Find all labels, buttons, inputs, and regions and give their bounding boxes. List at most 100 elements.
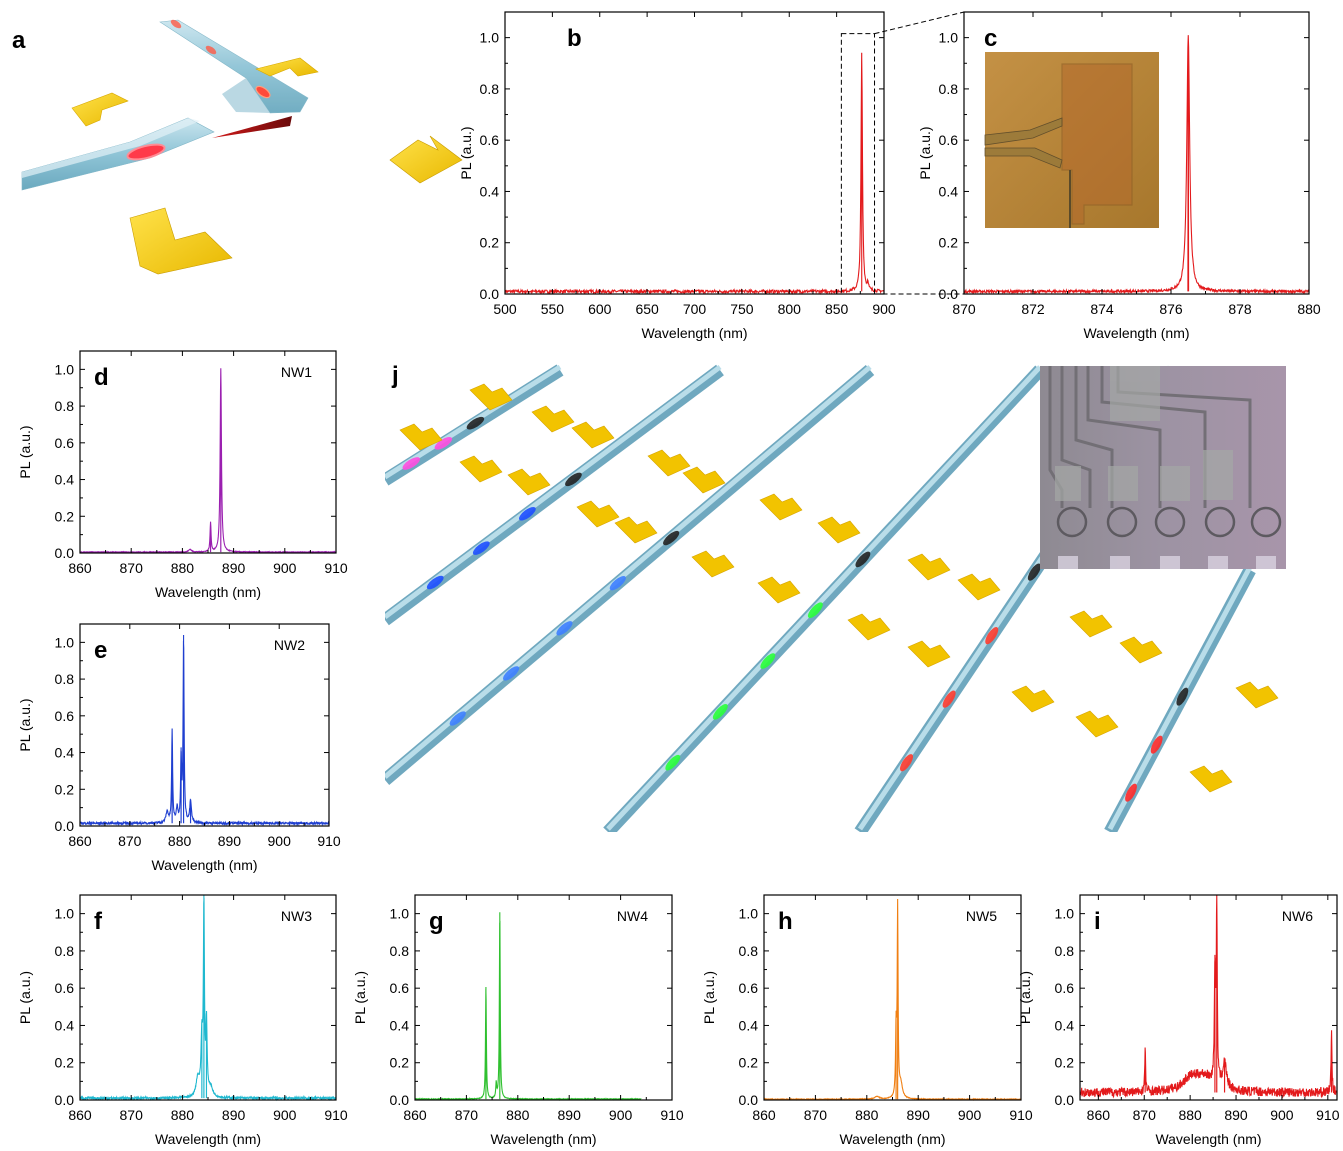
x-tick-label: 550 bbox=[541, 301, 565, 317]
y-tick-label: 0.2 bbox=[739, 1055, 759, 1071]
x-tick-label: 876 bbox=[1159, 301, 1183, 317]
gold-electrode bbox=[1119, 636, 1163, 664]
panel-label-f: f bbox=[94, 908, 103, 935]
spectrum-line-g bbox=[414, 912, 642, 1101]
x-tick-label: 910 bbox=[324, 1107, 348, 1123]
gold-electrode bbox=[907, 640, 951, 668]
y-tick-label: 0.4 bbox=[390, 1017, 410, 1033]
y-tick-label: 0.6 bbox=[55, 980, 75, 996]
waveguide-taper bbox=[21, 117, 215, 191]
gold-electrode bbox=[757, 576, 801, 604]
nanowire-label-h: NW5 bbox=[966, 908, 997, 924]
panel-label-j: j bbox=[391, 362, 399, 389]
y-tick-label: 0.4 bbox=[480, 183, 500, 199]
x-tick-label: 860 bbox=[68, 1107, 92, 1123]
x-tick-label: 860 bbox=[752, 1107, 776, 1123]
x-tick-label: 890 bbox=[222, 560, 246, 576]
spectrum-line-e bbox=[79, 634, 330, 827]
gold-electrode bbox=[817, 516, 861, 544]
x-tick-label: 870 bbox=[120, 1107, 144, 1123]
y-tick-label: 1.0 bbox=[480, 30, 500, 46]
plot-frame bbox=[504, 11, 885, 295]
nanowire-emitter bbox=[855, 551, 871, 568]
y-tick-label: 0.6 bbox=[390, 980, 410, 996]
x-axis-label: Wavelength (nm) bbox=[1155, 1131, 1261, 1147]
x-tick-label: 878 bbox=[1228, 301, 1252, 317]
x-tick-label: 900 bbox=[872, 301, 896, 317]
nanowire-emitter bbox=[126, 143, 166, 161]
y-axis-label: PL (a.u.) bbox=[17, 425, 33, 478]
x-tick-label: 880 bbox=[1297, 301, 1321, 317]
nanowire-emitter bbox=[1150, 735, 1163, 754]
nanowire-emitter bbox=[807, 602, 823, 619]
y-tick-label: 0.6 bbox=[480, 132, 500, 148]
x-tick-label: 910 bbox=[324, 560, 348, 576]
y-tick-label: 0.8 bbox=[480, 81, 500, 97]
nanowire-label-i: NW6 bbox=[1282, 908, 1313, 924]
x-tick-label: 850 bbox=[825, 301, 849, 317]
panel-label-h: h bbox=[778, 908, 793, 935]
y-tick-label: 0.2 bbox=[55, 781, 75, 797]
x-tick-label: 870 bbox=[120, 560, 144, 576]
nanowire-emitter bbox=[205, 45, 217, 55]
y-tick-label: 0.4 bbox=[939, 183, 959, 199]
y-tick-label: 1.0 bbox=[55, 906, 75, 922]
plot-frame bbox=[763, 894, 1022, 1101]
gold-electrode bbox=[614, 516, 658, 544]
x-tick-label: 500 bbox=[493, 301, 517, 317]
nanowire-emitter bbox=[255, 85, 271, 99]
y-tick-label: 1.0 bbox=[939, 30, 959, 46]
gold-electrode bbox=[847, 613, 891, 641]
x-tick-label: 860 bbox=[1087, 1107, 1111, 1123]
plot-frame bbox=[79, 350, 337, 554]
nanowire-emitter bbox=[472, 541, 490, 555]
panel-label-a: a bbox=[12, 27, 26, 54]
x-tick-label: 890 bbox=[907, 1107, 931, 1123]
x-tick-label: 890 bbox=[1224, 1107, 1248, 1123]
spectrum-line-b bbox=[504, 52, 885, 296]
gold-electrode bbox=[1075, 710, 1119, 738]
nanowire-label-f: NW3 bbox=[281, 908, 312, 924]
zoom-box bbox=[840, 33, 876, 295]
x-tick-label: 750 bbox=[730, 301, 754, 317]
x-tick-label: 650 bbox=[635, 301, 659, 317]
gold-electrode bbox=[1235, 681, 1279, 709]
y-tick-label: 0.2 bbox=[1055, 1055, 1075, 1071]
x-axis-label: Wavelength (nm) bbox=[641, 325, 747, 341]
waveguide-highlight bbox=[606, 365, 1042, 831]
y-tick-label: 0.6 bbox=[739, 980, 759, 996]
nanowire-emitter bbox=[170, 19, 182, 29]
gold-electrode bbox=[907, 553, 951, 581]
x-tick-label: 900 bbox=[273, 560, 297, 576]
y-tick-label: 0.6 bbox=[55, 708, 75, 724]
y-tick-label: 0.0 bbox=[739, 1092, 759, 1108]
y-tick-label: 0.6 bbox=[55, 435, 75, 451]
y-axis-label: PL (a.u.) bbox=[1017, 971, 1033, 1024]
plot-frame bbox=[414, 894, 673, 1101]
y-tick-label: 1.0 bbox=[390, 906, 410, 922]
y-tick-label: 0.0 bbox=[480, 286, 500, 302]
x-tick-label: 874 bbox=[1090, 301, 1114, 317]
x-tick-label: 870 bbox=[952, 301, 976, 317]
y-tick-label: 0.2 bbox=[939, 235, 959, 251]
x-tick-label: 890 bbox=[222, 1107, 246, 1123]
nanowire-emitter bbox=[565, 472, 582, 487]
x-tick-label: 900 bbox=[609, 1107, 633, 1123]
nanowire-emitter bbox=[665, 754, 681, 771]
nanowire-emitter bbox=[663, 530, 680, 546]
nanowire-emitter bbox=[1176, 687, 1189, 706]
chart-panels: 500 550 600 650 700 750 800 850 900 0.0 0.2 0.4 0.6 0… bbox=[17, 11, 1340, 1147]
x-tick-label: 880 bbox=[171, 560, 195, 576]
panel-label-b: b bbox=[567, 25, 582, 52]
x-axis-label: Wavelength (nm) bbox=[490, 1131, 596, 1147]
gold-electrode bbox=[682, 466, 726, 494]
gold-electrode bbox=[71, 92, 129, 127]
gold-electrode bbox=[759, 493, 803, 521]
nanowire-emitter bbox=[900, 754, 913, 772]
x-tick-label: 800 bbox=[778, 301, 802, 317]
panel-a-schematic: a bbox=[12, 19, 463, 275]
x-axis-label: Wavelength (nm) bbox=[1083, 325, 1189, 341]
y-tick-label: 1.0 bbox=[55, 634, 75, 650]
y-tick-label: 0.4 bbox=[1055, 1017, 1075, 1033]
x-tick-label: 900 bbox=[268, 833, 292, 849]
